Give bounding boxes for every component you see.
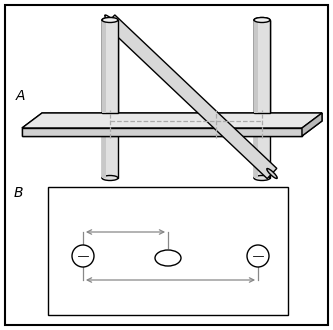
Ellipse shape [102,17,118,22]
Polygon shape [22,113,322,128]
Ellipse shape [102,17,118,22]
FancyBboxPatch shape [102,20,118,178]
FancyBboxPatch shape [102,20,106,178]
FancyBboxPatch shape [254,20,258,113]
Polygon shape [105,15,277,179]
Ellipse shape [254,17,270,22]
Ellipse shape [267,169,277,179]
Ellipse shape [105,15,115,25]
Polygon shape [302,113,322,136]
FancyBboxPatch shape [254,20,270,178]
Polygon shape [22,113,322,128]
Polygon shape [22,128,302,136]
Text: B: B [14,186,24,200]
Text: A: A [16,89,26,103]
FancyBboxPatch shape [254,20,258,178]
FancyBboxPatch shape [5,5,328,325]
Polygon shape [302,113,322,136]
FancyBboxPatch shape [102,20,118,113]
Ellipse shape [254,176,270,181]
Polygon shape [22,128,302,136]
Ellipse shape [155,250,181,266]
Ellipse shape [247,245,269,267]
Ellipse shape [72,245,94,267]
FancyBboxPatch shape [48,187,288,315]
FancyBboxPatch shape [254,20,270,113]
Ellipse shape [254,17,270,22]
FancyBboxPatch shape [102,20,106,113]
Ellipse shape [102,176,118,181]
